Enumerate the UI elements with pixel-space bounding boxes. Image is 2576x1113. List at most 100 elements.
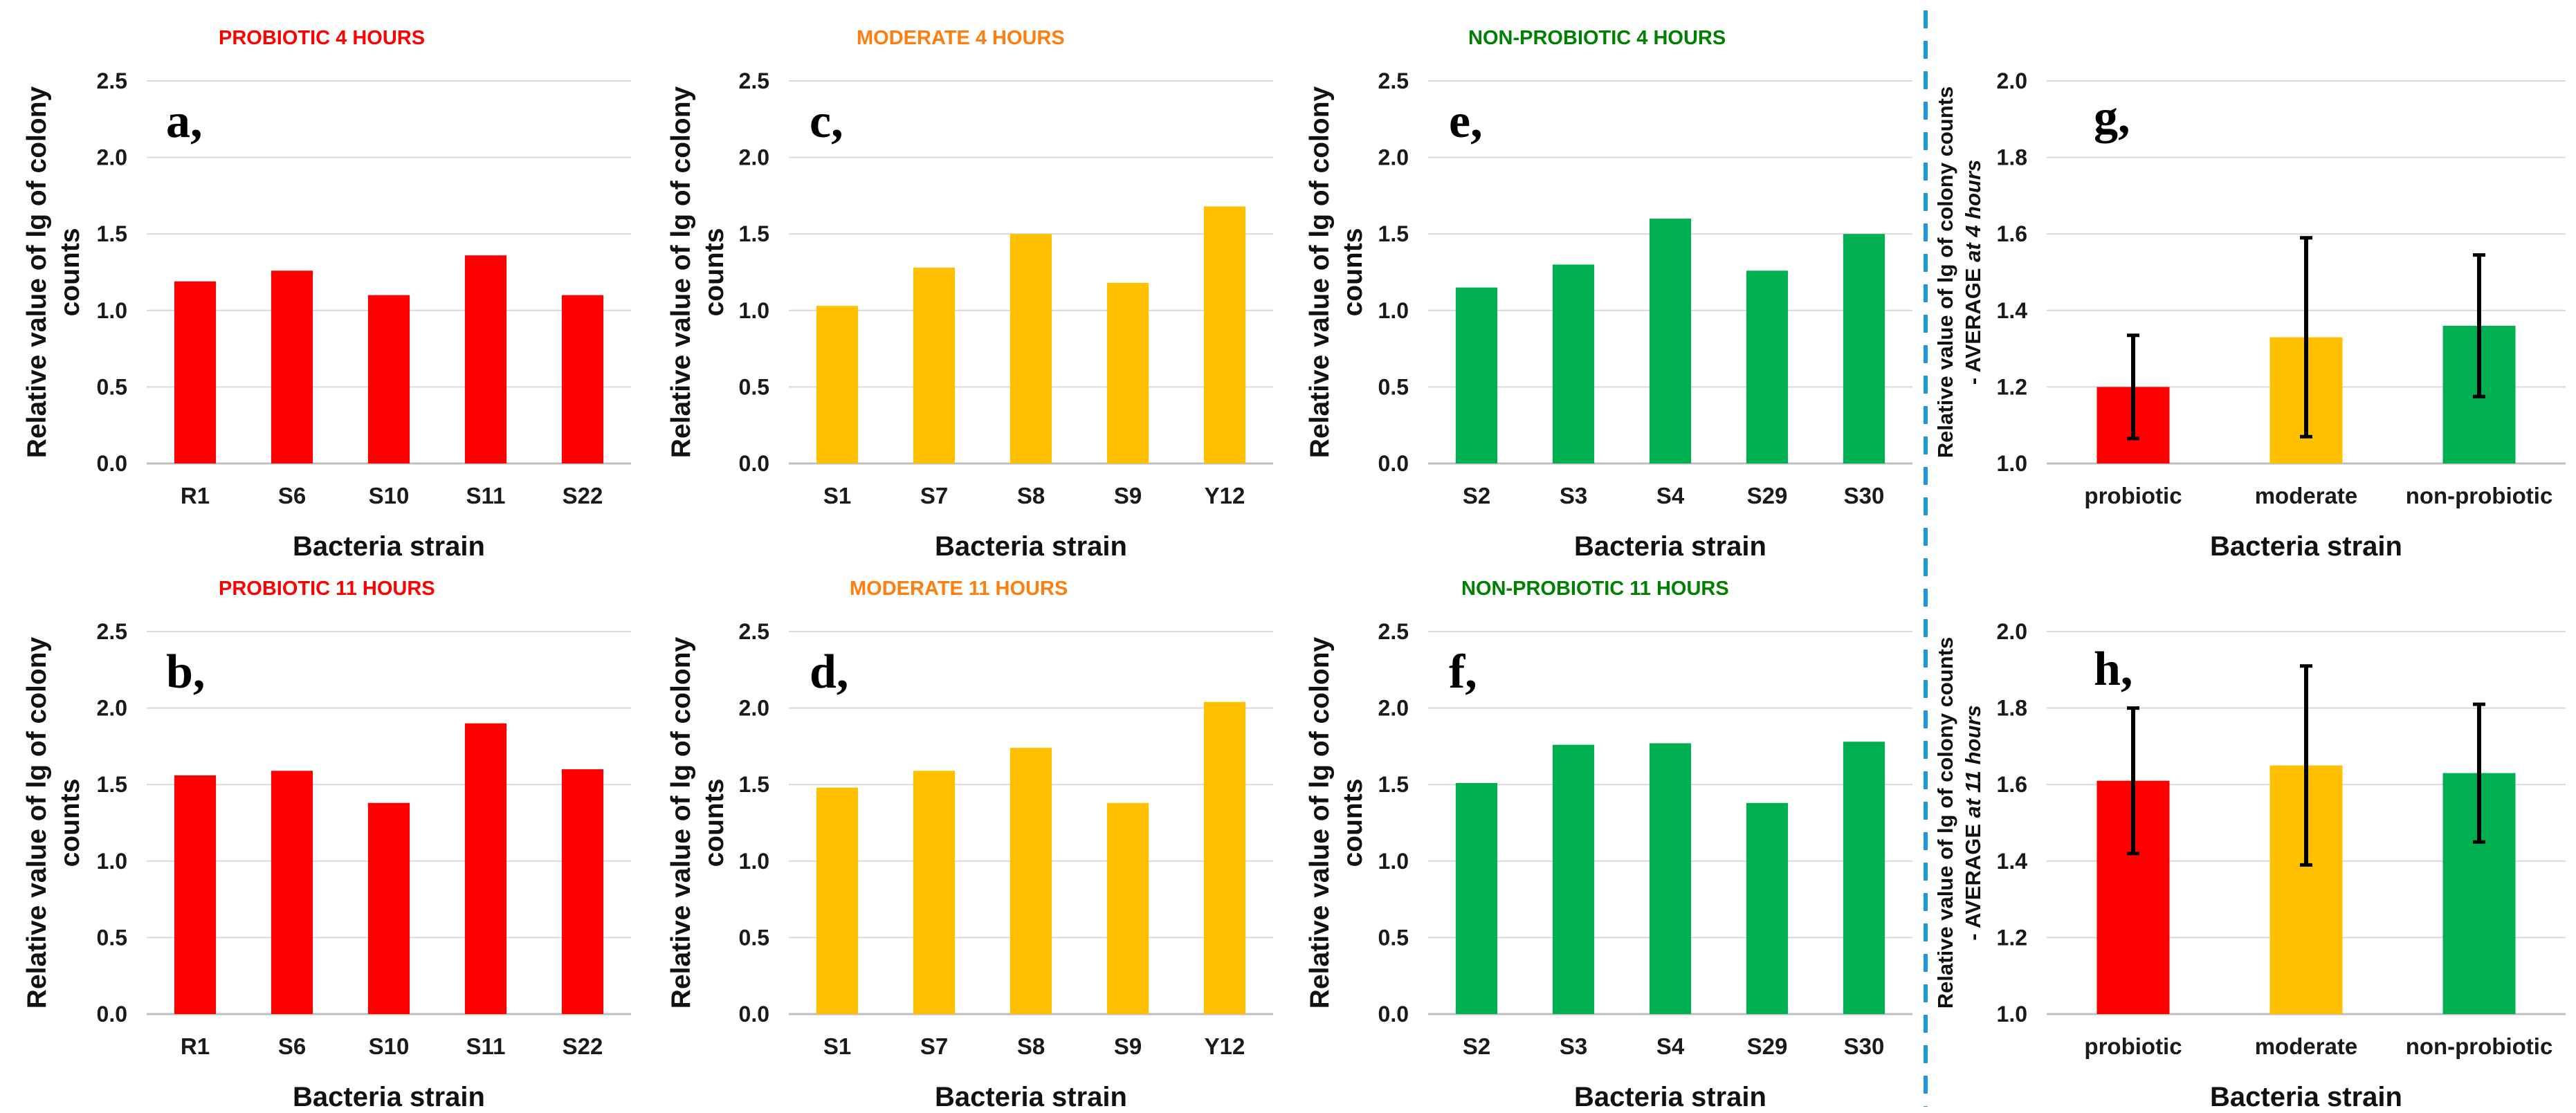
y-tick-label: 1.0 bbox=[97, 849, 127, 874]
bar bbox=[1106, 802, 1149, 1014]
y-axis-title-line: Relative value of lg of colony bbox=[1305, 636, 1335, 1009]
bar bbox=[271, 771, 313, 1014]
x-tick-label: S7 bbox=[920, 1033, 948, 1059]
y-axis-title-line: Relative value of lg of colony bbox=[22, 86, 52, 458]
y-tick-label: 2.0 bbox=[739, 145, 769, 170]
y-tick-label: 1.0 bbox=[97, 298, 127, 323]
x-axis-title: Bacteria strain bbox=[2210, 531, 2402, 562]
y-tick-label: 1.5 bbox=[739, 772, 769, 797]
y-tick-label: 0.5 bbox=[1378, 925, 1409, 950]
chart-panel-g: 1.0 1.2 1.4 1.6 1.8 2.0 probiotic moderate non-p… bbox=[1933, 68, 2566, 562]
bar bbox=[913, 771, 956, 1014]
bar bbox=[1552, 264, 1595, 463]
y-tick-label: 0.0 bbox=[1378, 451, 1409, 476]
y-tick-label: 1.2 bbox=[1997, 925, 2027, 950]
chart-panel-f: 0.0 0.5 1.0 1.5 2.0 2.5 S2 S3 S4 S29 S30 Bacteria s… bbox=[1305, 578, 1912, 1112]
y-tick-label: 0.5 bbox=[97, 925, 127, 950]
bar bbox=[1843, 234, 1885, 463]
y-axis-title-line: counts bbox=[1338, 779, 1368, 867]
chart-title: MODERATE 11 HOURS bbox=[850, 578, 1068, 600]
y-tick-label: 2.0 bbox=[97, 145, 127, 170]
y-axis-title-line: Relative value of lg of colony bbox=[1305, 86, 1335, 458]
x-tick-label: S29 bbox=[1747, 483, 1788, 508]
bar bbox=[174, 281, 217, 463]
y-tick-label: 1.0 bbox=[739, 298, 769, 323]
y-tick-label: 1.0 bbox=[739, 849, 769, 874]
bar bbox=[367, 802, 410, 1014]
y-tick-label: 1.5 bbox=[97, 221, 127, 246]
y-tick-label: 2.5 bbox=[1378, 619, 1409, 644]
y-tick-label: 0.0 bbox=[97, 451, 127, 476]
x-tick-label: probiotic bbox=[2084, 483, 2182, 508]
x-tick-label: S1 bbox=[823, 483, 851, 508]
y-axis-title: Relative value of lg of colony counts bbox=[1305, 86, 1368, 458]
x-tick-label: R1 bbox=[181, 483, 210, 508]
bar bbox=[1010, 748, 1052, 1014]
x-tick-label: S9 bbox=[1114, 1033, 1142, 1059]
y-axis-title-line: Relative value of lg of colony bbox=[666, 636, 696, 1009]
chart-panel-e: 0.0 0.5 1.0 1.5 2.0 2.5 S2 S3 S4 S29 S30 Bacteria s… bbox=[1305, 27, 1912, 562]
y-tick-label: 2.0 bbox=[97, 696, 127, 721]
x-axis-title: Bacteria strain bbox=[293, 531, 485, 562]
chart-panel-d: 0.0 0.5 1.0 1.5 2.0 2.5 S1 S7 S8 S9 Y12 Bacteria st… bbox=[666, 578, 1273, 1112]
y-axis-title: Relative value of lg of colony counts - A… bbox=[1933, 86, 1985, 458]
panel-label: a, bbox=[166, 95, 203, 148]
y-tick-label: 2.5 bbox=[97, 68, 127, 93]
chart-title: PROBIOTIC 4 HOURS bbox=[219, 27, 425, 49]
y-tick-label: 0.0 bbox=[1378, 1002, 1409, 1027]
x-tick-label: S11 bbox=[466, 1033, 506, 1059]
y-axis-title-line: Relative value of lg of colony bbox=[666, 86, 696, 458]
x-tick-label: R1 bbox=[181, 1033, 210, 1059]
x-tick-label: S4 bbox=[1656, 483, 1685, 508]
y-tick-label: 2.0 bbox=[1997, 619, 2027, 644]
x-tick-label: moderate bbox=[2255, 1033, 2358, 1059]
y-tick-label: 2.0 bbox=[739, 696, 769, 721]
y-tick-label: 0.5 bbox=[739, 374, 769, 399]
bar bbox=[1203, 701, 1246, 1014]
y-tick-label: 0.0 bbox=[739, 451, 769, 476]
chart-title: PROBIOTIC 11 HOURS bbox=[219, 578, 435, 600]
x-axis-title: Bacteria strain bbox=[1574, 1082, 1766, 1112]
bar bbox=[1455, 287, 1498, 463]
x-axis-title: Bacteria strain bbox=[293, 1082, 485, 1112]
bar bbox=[1203, 206, 1246, 463]
chart-title: MODERATE 4 HOURS bbox=[857, 27, 1065, 49]
bar bbox=[1649, 743, 1692, 1014]
x-tick-label: S8 bbox=[1017, 1033, 1045, 1059]
panel-label: d, bbox=[810, 645, 848, 699]
y-tick-label: 1.0 bbox=[1378, 849, 1409, 874]
y-axis-title-line: Relative value of lg of colony counts bbox=[1933, 637, 1957, 1009]
y-axis-title-line: counts bbox=[700, 779, 729, 867]
y-axis-title: Relative value of lg of colony counts bbox=[22, 636, 85, 1009]
x-axis-title: Bacteria strain bbox=[935, 1082, 1127, 1112]
y-axis-title: Relative value of lg of colony counts bbox=[666, 86, 729, 458]
y-tick-label: 1.6 bbox=[1997, 221, 2027, 246]
x-tick-label: S22 bbox=[563, 483, 603, 508]
bar bbox=[1010, 234, 1052, 463]
x-tick-label: S29 bbox=[1747, 1033, 1788, 1059]
y-tick-label: 0.0 bbox=[739, 1002, 769, 1027]
y-tick-label: 0.5 bbox=[1378, 374, 1409, 399]
bar bbox=[561, 769, 604, 1014]
y-axis-title-line: Relative value of lg of colony bbox=[22, 636, 52, 1009]
x-tick-label: S8 bbox=[1017, 483, 1045, 508]
bar bbox=[1649, 219, 1692, 463]
bar bbox=[816, 787, 859, 1014]
bar bbox=[367, 295, 410, 463]
y-tick-label: 1.8 bbox=[1997, 696, 2027, 721]
bar bbox=[816, 306, 859, 463]
y-tick-label: 2.0 bbox=[1997, 68, 2027, 93]
bar bbox=[1746, 802, 1789, 1014]
y-tick-label: 1.4 bbox=[1997, 298, 2028, 323]
bar bbox=[464, 723, 507, 1014]
chart-panel-h: 1.0 1.2 1.4 1.6 1.8 2.0 probiotic moderate non-p… bbox=[1933, 619, 2566, 1112]
panel-label: f, bbox=[1449, 645, 1477, 699]
y-tick-label: 1.2 bbox=[1997, 374, 2027, 399]
y-tick-label: 0.0 bbox=[97, 1002, 127, 1027]
x-tick-label: non-probiotic bbox=[2406, 1033, 2553, 1059]
y-tick-label: 2.5 bbox=[739, 619, 769, 644]
x-tick-label: S2 bbox=[1463, 483, 1490, 508]
y-tick-label: 1.5 bbox=[1378, 772, 1409, 797]
x-tick-label: probiotic bbox=[2084, 1033, 2182, 1059]
